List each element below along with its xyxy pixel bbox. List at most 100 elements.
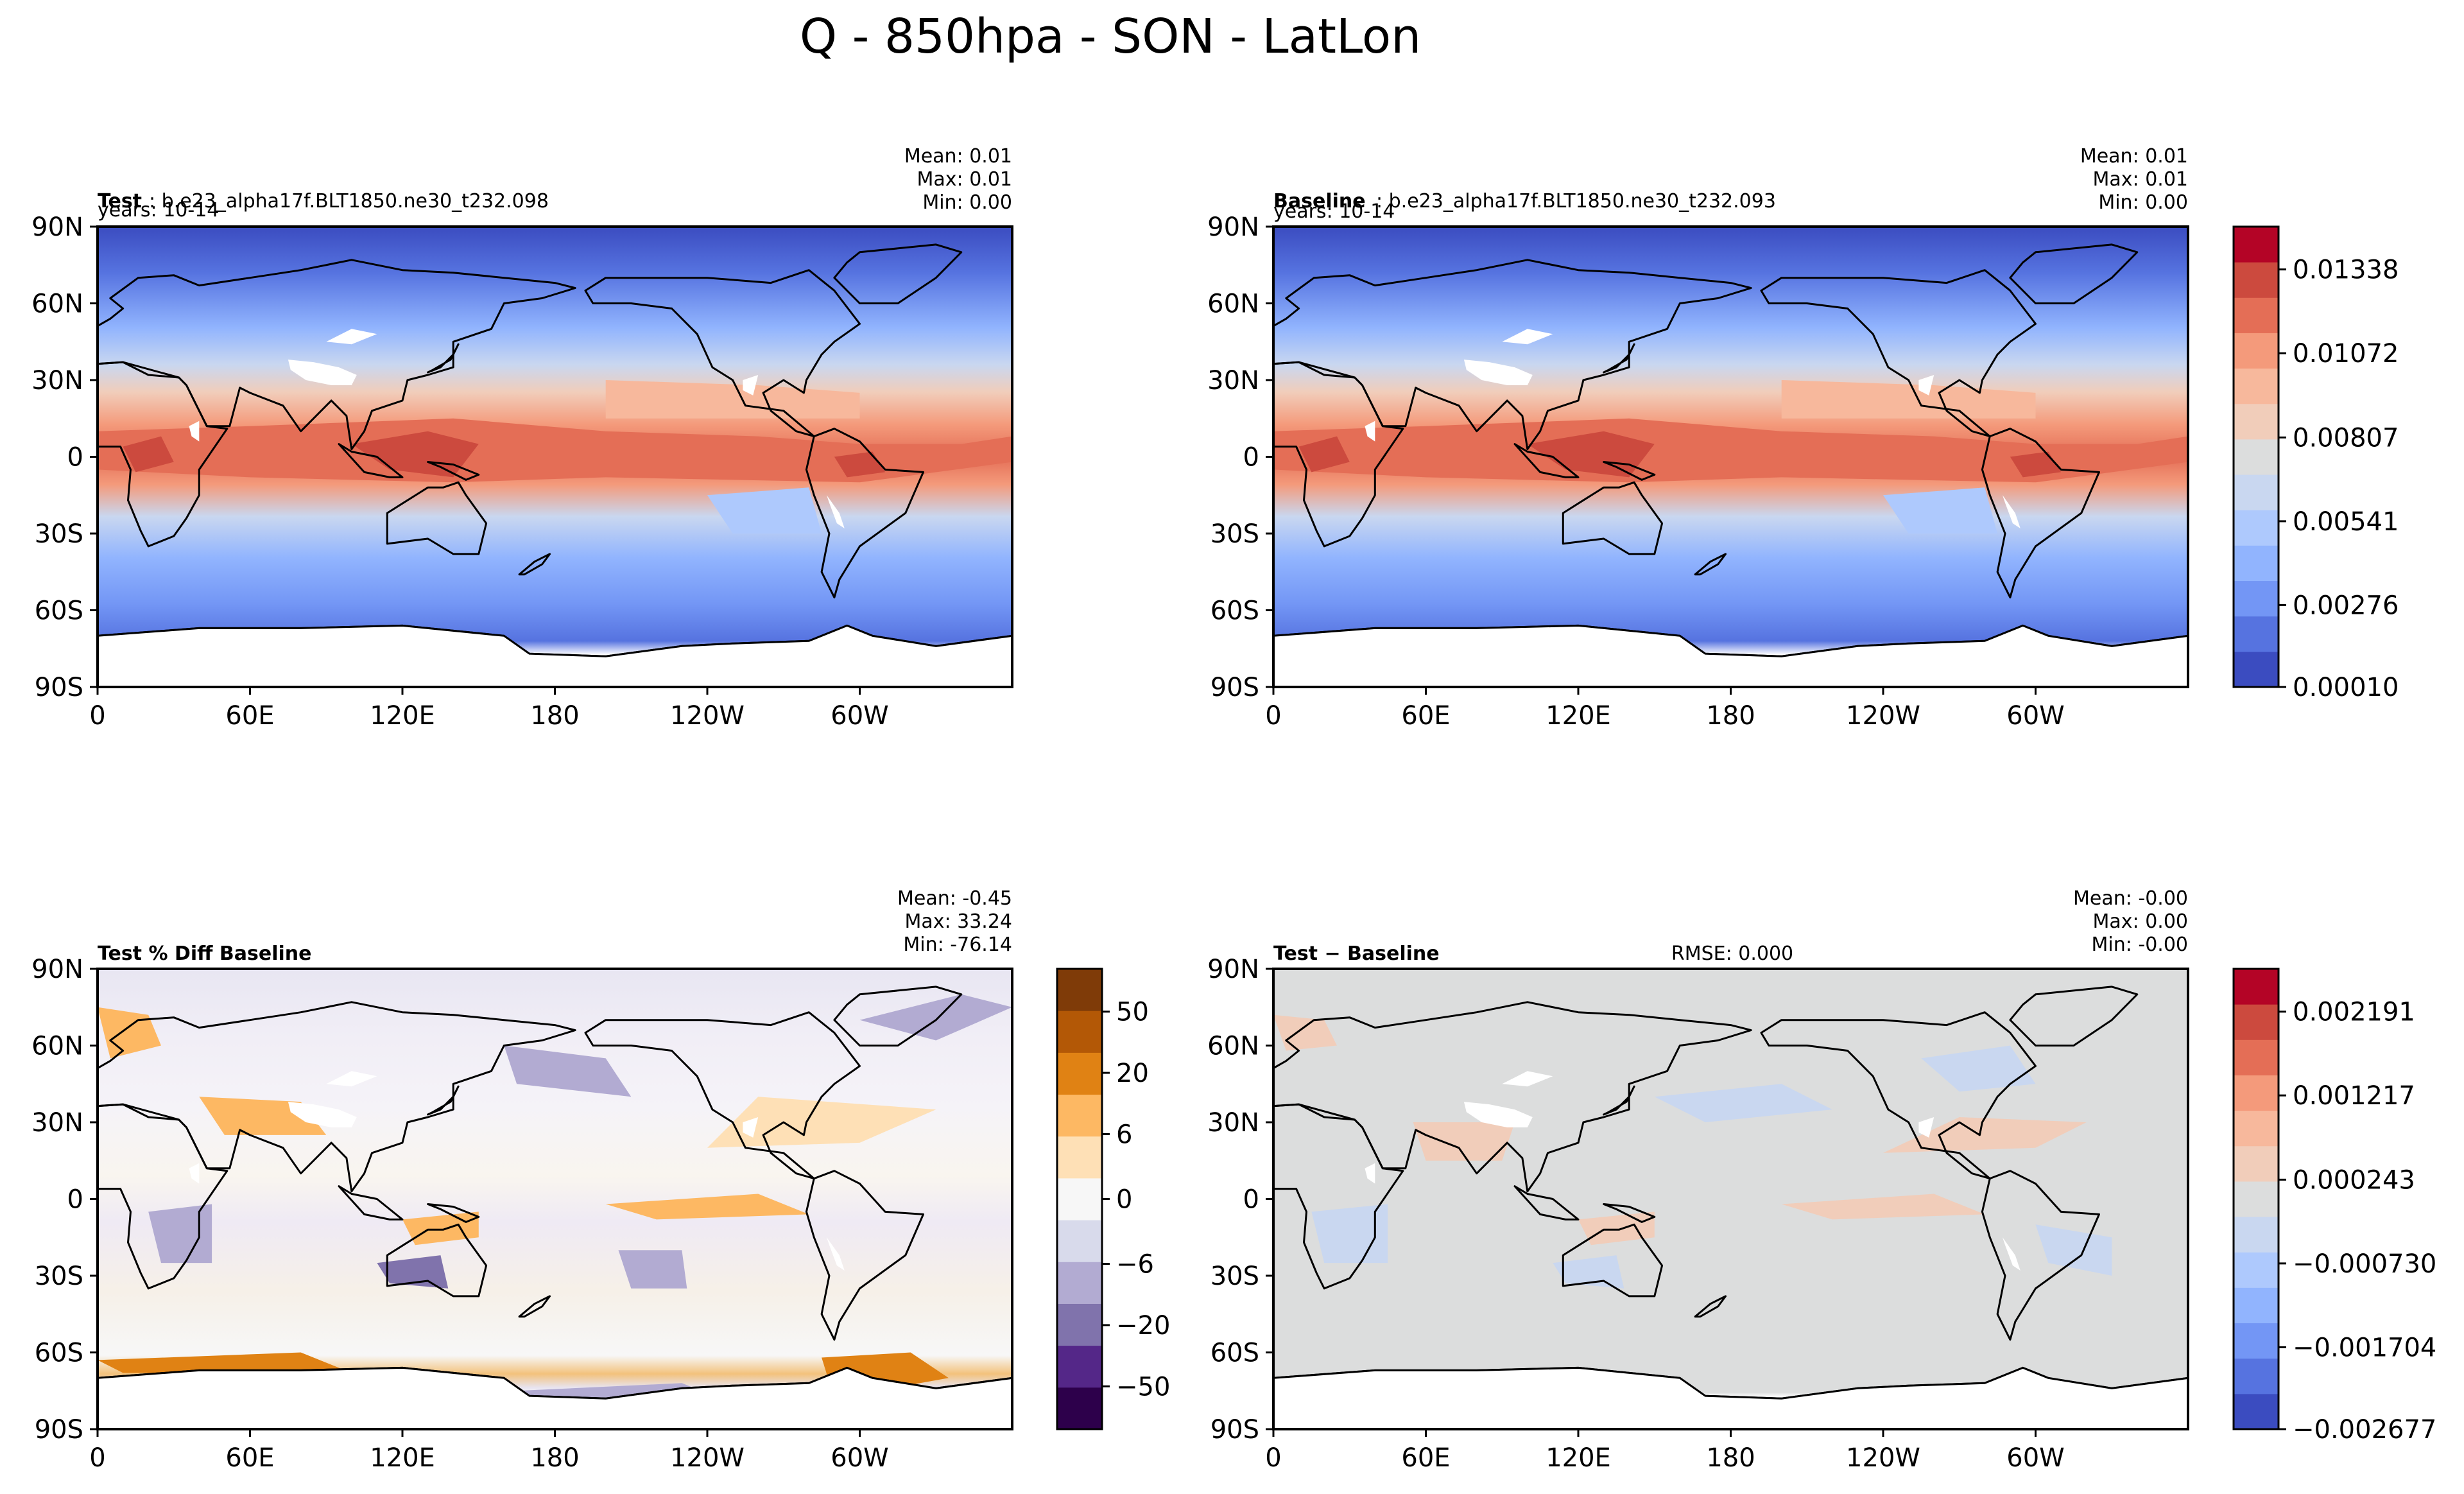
pct-field-feature (618, 1250, 687, 1289)
diff-field-feature (1553, 1255, 1624, 1289)
test-label-case: : b.e23_alpha17f.BLT1850.ne30_t232.098 (149, 190, 549, 213)
pct-xtick-label: 120W (670, 1443, 745, 1473)
baseline-land-mask (1502, 329, 1553, 345)
diff-field-feature (1883, 1117, 2087, 1153)
pct-coastline (833, 986, 963, 1047)
baseline-xtick-label: 0 (1265, 701, 1281, 731)
pct-ytick-label: 90S (35, 1415, 83, 1445)
baseline-xtick-label: 60E (1401, 701, 1450, 731)
diff-land-mask (1502, 1071, 1553, 1087)
diff-coastline (1603, 1085, 1635, 1116)
diff-coastline (1603, 1203, 1656, 1223)
diff-coastline (1981, 1170, 2100, 1341)
test-years: years: 10-14 (98, 199, 219, 221)
test-baseline-colorbar-label: 0.00807 (2293, 423, 2399, 453)
diff-coastline (1273, 1103, 1404, 1290)
colorbar-test-baseline: 0.01338 0.01072 0.00807 0.00541 0.00276 0.000… (2232, 225, 2399, 702)
pct-diff-colorbar-segment (1057, 1052, 1102, 1095)
diff-stat-mean: Mean: -0.00 (2073, 887, 2188, 910)
baseline-stat-max: Max: 0.01 (2093, 168, 2188, 191)
test-coastline (805, 428, 924, 599)
pct-field-feature (402, 1212, 479, 1246)
baseline-field-feature (1527, 431, 1655, 478)
pct-coastlines (98, 986, 1012, 1429)
pct-land-mask (743, 1117, 759, 1138)
diff-xtick-label: 120E (1546, 1443, 1611, 1473)
baseline-ytick-label: 30N (1207, 366, 1259, 395)
diff-stat-min: Min: -0.00 (2092, 934, 2189, 956)
diff-field-feature (1273, 1014, 1337, 1051)
test-baseline-colorbar-frame (2232, 225, 2280, 688)
diff-ytick-label: 60N (1207, 1032, 1259, 1061)
diff-colorbar-segment (2234, 1393, 2279, 1430)
pct-antarctica (98, 1366, 1012, 1429)
test-stat-min: Min: 0.00 (922, 191, 1012, 214)
test-land-mask (827, 495, 845, 528)
diff-field-feature (1311, 1204, 1388, 1264)
test-field-features (98, 329, 1012, 534)
diff-field-feature (1781, 1194, 1985, 1220)
panel-diff: 0 60E 120E 180 120W 60W 90N 60N 30N 0 30S 60S 90S Te… (1207, 887, 2189, 1473)
test-map-field (98, 227, 1012, 687)
diff-land-mask (1918, 1117, 1934, 1138)
baseline-coastline (1273, 361, 1404, 548)
diff-land-mask (1463, 1102, 1533, 1127)
test-label-bold: Test (98, 190, 142, 213)
pct-diff-colorbar-segment (1057, 1011, 1102, 1053)
test-xtick-label: 120W (670, 701, 745, 731)
pct-diff-colorbar-segment (1057, 1094, 1102, 1137)
pct-ytick-label: 60N (31, 1032, 83, 1061)
pct-field-feature (98, 1352, 352, 1373)
diff-field-feature (1413, 1122, 1515, 1161)
diff-colorbar-segment (2234, 1075, 2279, 1111)
pct-ytick-label: 90N (31, 955, 83, 984)
test-baseline-colorbar-label: 0.00010 (2293, 673, 2399, 702)
test-baseline-colorbar-label: 0.00276 (2293, 591, 2399, 620)
diff-map-field (1273, 969, 2188, 1429)
pct-coastline (805, 1170, 924, 1341)
test-baseline-colorbar-segment (2234, 297, 2279, 333)
diff-colorbar-segment (2234, 1358, 2279, 1394)
diff-colorbar-label: −0.001704 (2293, 1333, 2436, 1362)
baseline-axis-ticks: 0 60E 120E 180 120W 60W 90N 60N 30N 0 30S 60S 90S (1207, 213, 2065, 731)
baseline-land-mask (1463, 360, 1533, 385)
diff-colorbar-segment (2234, 1252, 2279, 1288)
diff-rmse: RMSE: 0.000 (1671, 942, 1793, 965)
test-field-feature (123, 436, 174, 473)
pct-diff-colorbar-label: −50 (1116, 1372, 1170, 1402)
test-baseline-colorbar-segment (2234, 651, 2279, 688)
baseline-land-mask (2003, 495, 2020, 528)
baseline-land-mask (1918, 375, 1934, 395)
figure-title: Q - 850hpa - SON - LatLon (800, 9, 1421, 64)
diff-ytick-label: 0 (1243, 1185, 1259, 1215)
test-coastline (833, 243, 963, 304)
test-xtick-label: 120E (370, 701, 435, 731)
baseline-antarctica (1273, 624, 2188, 687)
baseline-field-features (1273, 329, 2188, 534)
panel-baseline: 0 60E 120E 180 120W 60W 90N 60N 30N 0 30S 60S 90S Ba… (1207, 145, 2189, 731)
diff-field-feature (1578, 1212, 1655, 1246)
pct-coastline (518, 1295, 551, 1318)
diff-colorbar-label: 0.002191 (2293, 998, 2415, 1027)
diff-xtick-label: 120W (1846, 1443, 1920, 1473)
pct-coastline (427, 1085, 460, 1116)
diff-field-feature (1654, 1084, 1832, 1122)
baseline-coastline (1513, 443, 1580, 478)
pct-land-mask (288, 1102, 357, 1127)
test-baseline-colorbar-segment (2234, 510, 2279, 546)
pct-diff-colorbar-segment (1057, 969, 1102, 1011)
test-xtick-label: 180 (530, 701, 579, 731)
test-axis-ticks: 0 60E 120E 180 120W 60W 90N 60N 30N 0 30S 60S 90S (31, 213, 889, 731)
baseline-label-case: : b.e23_alpha17f.BLT1850.ne30_t232.093 (1376, 190, 1776, 213)
pct-diff-colorbar-segment (1057, 1345, 1102, 1388)
pct-map-field (98, 969, 1012, 1429)
test-stat-mean: Mean: 0.01 (904, 145, 1012, 168)
pct-diff-colorbar-label: 20 (1116, 1059, 1149, 1088)
test-land-mask (288, 360, 357, 385)
test-ytick-label: 30N (31, 366, 83, 395)
pct-coastline (386, 1223, 488, 1298)
diff-colorbar-segment (2234, 1323, 2279, 1359)
test-field-feature (707, 487, 822, 534)
pct-diff-colorbar-label: −6 (1116, 1250, 1154, 1280)
